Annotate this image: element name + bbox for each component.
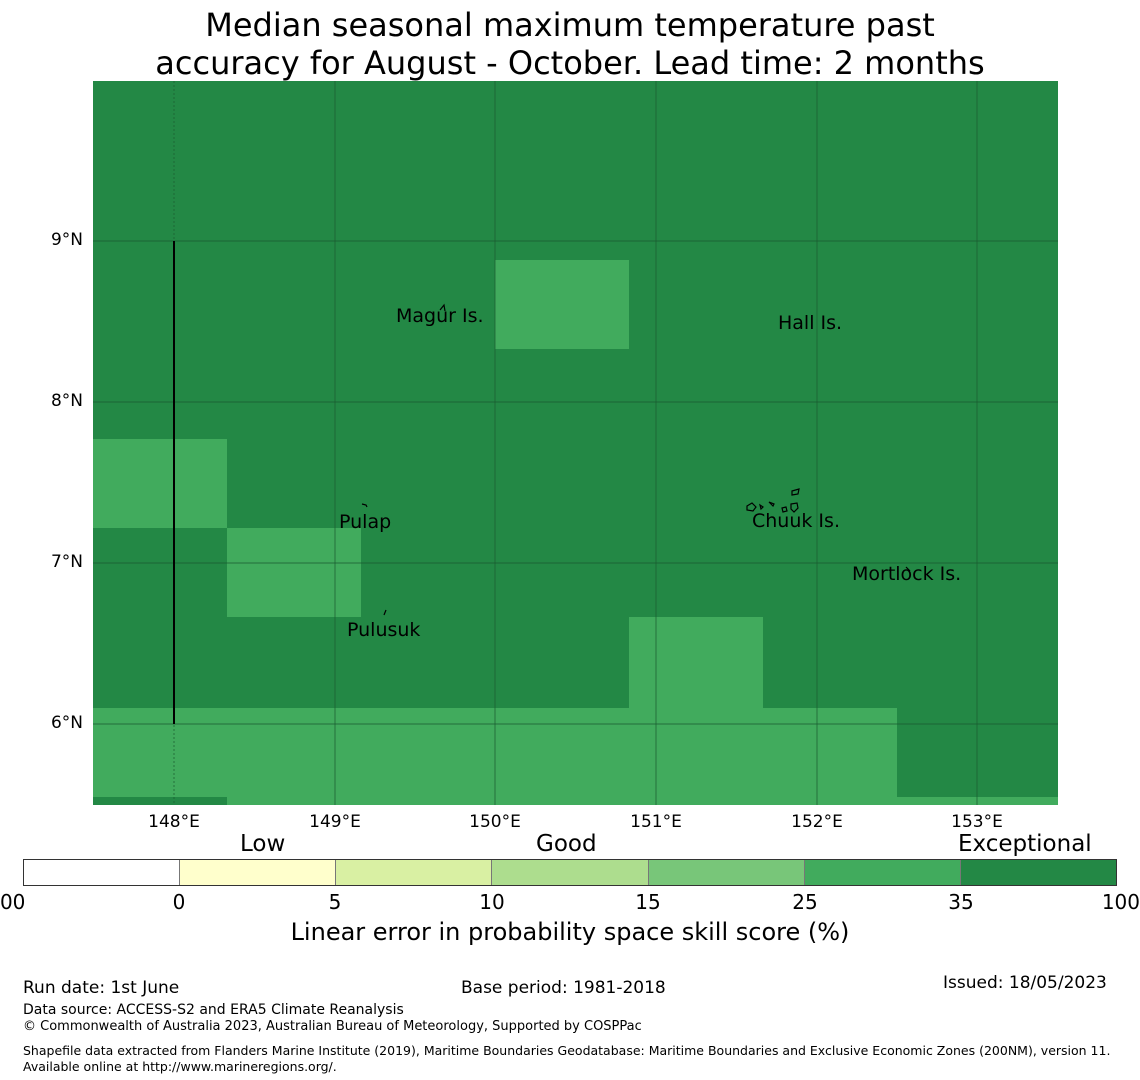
lat-label-7n: 7°N bbox=[50, 552, 83, 572]
lat-label-6n: 6°N bbox=[50, 713, 83, 733]
map-title: Median seasonal maximum temperature past… bbox=[0, 6, 1140, 82]
legend-category-good: Good bbox=[536, 831, 597, 857]
gridlines bbox=[93, 81, 1058, 805]
colorbar-segment-1 bbox=[24, 860, 181, 885]
legend-category-exceptional: Exceptional bbox=[958, 831, 1092, 857]
colorbar-tick-neg100: -100 bbox=[0, 890, 26, 914]
lon-label-151e: 151°E bbox=[630, 812, 682, 832]
colorbar-segment-5 bbox=[648, 860, 805, 885]
colorbar-tick-15: 15 bbox=[635, 890, 661, 914]
mortlock-outline bbox=[905, 566, 911, 572]
chuuk-islet-2 bbox=[759, 503, 764, 511]
colorbar-tick-100: 100 bbox=[1101, 890, 1140, 914]
lon-label-152e: 152°E bbox=[791, 812, 843, 832]
place-label-magur: Magur Is. bbox=[396, 305, 484, 327]
chuuk-islet-4 bbox=[781, 506, 788, 513]
data-source: Data source: ACCESS-S2 and ERA5 Climate … bbox=[23, 1002, 404, 1018]
colorbar-segment-7 bbox=[960, 860, 1116, 885]
colorbar-label: Linear error in probability space skill … bbox=[290, 918, 850, 946]
lon-label-153e: 153°E bbox=[951, 812, 1003, 832]
place-label-chuuk: Chuuk Is. bbox=[752, 510, 840, 532]
patch-south-mid bbox=[629, 617, 763, 708]
colorbar-tick-0: 0 bbox=[172, 890, 186, 914]
issued-date: Issued: 18/05/2023 bbox=[943, 973, 1107, 993]
place-label-pulusuk: Pulusuk bbox=[347, 619, 421, 641]
chuuk-islet-3 bbox=[768, 501, 775, 508]
patch-west bbox=[93, 439, 227, 528]
patch-south-band-edge bbox=[227, 797, 897, 805]
copyright: © Commonwealth of Australia 2023, Austra… bbox=[23, 1019, 642, 1034]
lat-label-9n: 9°N bbox=[50, 230, 83, 250]
run-date: Run date: 1st June bbox=[23, 978, 180, 998]
colorbar-tick-10: 10 bbox=[479, 890, 505, 914]
base-period: Base period: 1981-2018 bbox=[461, 978, 666, 998]
legend-category-low: Low bbox=[240, 831, 286, 857]
magur-outline bbox=[439, 303, 446, 312]
shapefile-credit: Shapefile data extracted from Flanders M… bbox=[23, 1043, 1111, 1074]
colorbar-segment-3 bbox=[336, 860, 493, 885]
chuuk-islet-5 bbox=[790, 502, 799, 513]
colorbar-tick-25: 25 bbox=[792, 890, 818, 914]
island-outlines bbox=[361, 303, 911, 616]
pulap-outline bbox=[361, 503, 368, 508]
lon-label-150e: 150°E bbox=[469, 812, 521, 832]
colorbar-segment-4 bbox=[492, 860, 649, 885]
lon-label-149e: 149°E bbox=[309, 812, 361, 832]
colorbar-segment-2 bbox=[180, 860, 337, 885]
patch-pulap bbox=[227, 528, 361, 617]
patch-magur bbox=[495, 260, 629, 349]
skill-score-map bbox=[93, 81, 1058, 805]
colorbar-segment-6 bbox=[804, 860, 961, 885]
map-background bbox=[93, 81, 1058, 805]
title-line-1: Median seasonal maximum temperature past bbox=[205, 6, 935, 44]
pulusuk-outline bbox=[383, 609, 387, 616]
chuuk-islet-1 bbox=[746, 502, 757, 512]
chuuk-reef-north bbox=[791, 488, 800, 496]
place-label-mortlock: Mortlock Is. bbox=[852, 563, 962, 585]
colorbar bbox=[23, 859, 1117, 886]
place-label-pulap: Pulap bbox=[339, 511, 392, 533]
patch-southeast-edge bbox=[897, 797, 1058, 805]
lat-label-8n: 8°N bbox=[50, 391, 83, 411]
place-label-hall: Hall Is. bbox=[778, 312, 843, 334]
colorbar-tick-35: 35 bbox=[948, 890, 974, 914]
lon-label-148e: 148°E bbox=[148, 812, 200, 832]
colorbar-tick-5: 5 bbox=[328, 890, 342, 914]
title-line-2: accuracy for August - October. Lead time… bbox=[155, 44, 985, 82]
